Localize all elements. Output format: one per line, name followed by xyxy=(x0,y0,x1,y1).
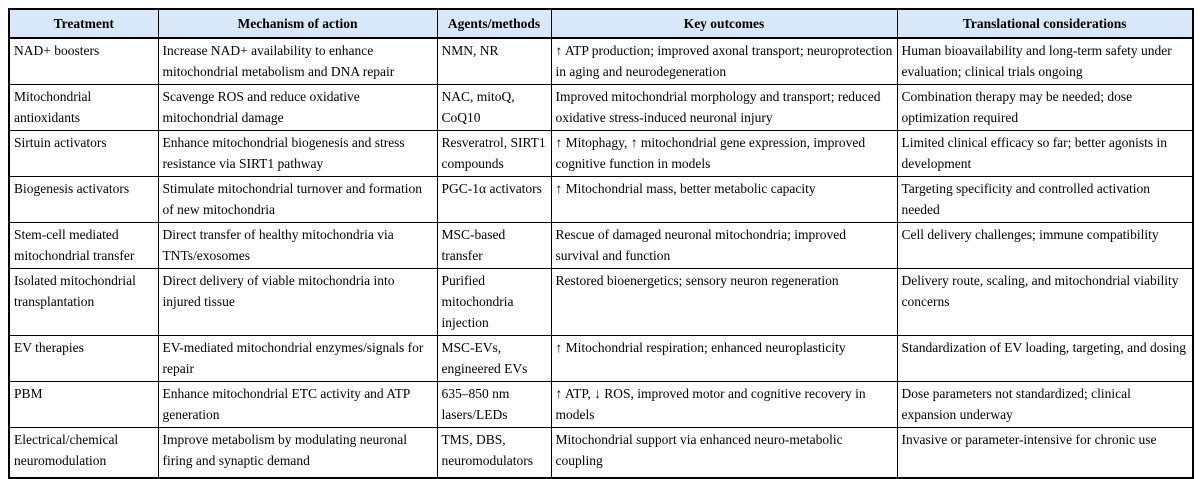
column-header-outcomes: Key outcomes xyxy=(550,8,898,39)
table-row: NAD+ boosters Increase NAD+ availability… xyxy=(8,37,1194,85)
cell-agents: MSC-EVs, engineered EVs xyxy=(436,335,552,382)
cell-mechanism: Scavenge ROS and reduce oxidative mitoch… xyxy=(157,84,438,131)
cell-mechanism: Enhance mitochondrial ETC activity and A… xyxy=(157,381,438,428)
cell-agents: Resveratrol, SIRT1 compounds xyxy=(436,130,552,177)
treatments-table: Treatment Mechanism of action Agents/met… xyxy=(8,8,1194,479)
cell-considerations: Targeting specificity and controlled act… xyxy=(896,176,1194,223)
cell-considerations: Dose parameters not standardized; clinic… xyxy=(896,381,1194,428)
cell-agents: NAC, mitoQ, CoQ10 xyxy=(436,84,552,131)
cell-considerations: Invasive or parameter-intensive for chro… xyxy=(896,427,1194,478)
column-header-mechanism: Mechanism of action xyxy=(157,8,438,39)
table-row: Isolated mitochondrial transplantation D… xyxy=(8,268,1194,336)
cell-outcomes: ↑ Mitophagy, ↑ mitochondrial gene expres… xyxy=(550,130,898,177)
cell-treatment: Biogenesis activators xyxy=(8,176,159,223)
cell-outcomes: ↑ Mitochondrial mass, better metabolic c… xyxy=(550,176,898,223)
cell-agents: MSC-based transfer xyxy=(436,222,552,269)
cell-agents: TMS, DBS, neuromodulators xyxy=(436,427,552,478)
cell-mechanism: Direct delivery of viable mitochondria i… xyxy=(157,268,438,336)
cell-treatment: Isolated mitochondrial transplantation xyxy=(8,268,159,336)
cell-treatment: EV therapies xyxy=(8,335,159,382)
table-row: Sirtuin activators Enhance mitochondrial… xyxy=(8,130,1194,177)
column-header-treatment: Treatment xyxy=(8,8,159,39)
cell-considerations: Combination therapy may be needed; dose … xyxy=(896,84,1194,131)
cell-treatment: Mitochondrial antioxidants xyxy=(8,84,159,131)
cell-outcomes: ↑ Mitochondrial respiration; enhanced ne… xyxy=(550,335,898,382)
cell-mechanism: EV-mediated mitochondrial enzymes/signal… xyxy=(157,335,438,382)
cell-considerations: Limited clinical efficacy so far; better… xyxy=(896,130,1194,177)
cell-treatment: Stem-cell mediated mitochondrial transfe… xyxy=(8,222,159,269)
table-row: Biogenesis activators Stimulate mitochon… xyxy=(8,176,1194,223)
cell-considerations: Human bioavailability and long-term safe… xyxy=(896,37,1194,85)
cell-treatment: NAD+ boosters xyxy=(8,37,159,85)
cell-considerations: Delivery route, scaling, and mitochondri… xyxy=(896,268,1194,336)
table-row: PBM Enhance mitochondrial ETC activity a… xyxy=(8,381,1194,428)
cell-outcomes: Restored bioenergetics; sensory neuron r… xyxy=(550,268,898,336)
table-row: Electrical/chemical neuromodulation Impr… xyxy=(8,427,1194,478)
cell-agents: 635–850 nm lasers/LEDs xyxy=(436,381,552,428)
table-row: Stem-cell mediated mitochondrial transfe… xyxy=(8,222,1194,269)
cell-treatment: Electrical/chemical neuromodulation xyxy=(8,427,159,478)
cell-outcomes: Mitochondrial support via enhanced neuro… xyxy=(550,427,898,478)
cell-mechanism: Increase NAD+ availability to enhance mi… xyxy=(157,37,438,85)
cell-mechanism: Enhance mitochondrial biogenesis and str… xyxy=(157,130,438,177)
cell-considerations: Cell delivery challenges; immune compati… xyxy=(896,222,1194,269)
cell-outcomes: ↑ ATP, ↓ ROS, improved motor and cogniti… xyxy=(550,381,898,428)
cell-mechanism: Stimulate mitochondrial turnover and for… xyxy=(157,176,438,223)
cell-outcomes: ↑ ATP production; improved axonal transp… xyxy=(550,37,898,85)
cell-mechanism: Improve metabolism by modulating neurona… xyxy=(157,427,438,478)
cell-considerations: Standardization of EV loading, targeting… xyxy=(896,335,1194,382)
cell-agents: Purified mitochondria injection xyxy=(436,268,552,336)
table-row: EV therapies EV-mediated mitochondrial e… xyxy=(8,335,1194,382)
cell-agents: NMN, NR xyxy=(436,37,552,85)
document-page: Treatment Mechanism of action Agents/met… xyxy=(8,8,1194,479)
cell-treatment: PBM xyxy=(8,381,159,428)
cell-outcomes: Rescue of damaged neuronal mitochondria;… xyxy=(550,222,898,269)
column-header-considerations: Translational considerations xyxy=(896,8,1194,39)
cell-treatment: Sirtuin activators xyxy=(8,130,159,177)
table-header-row: Treatment Mechanism of action Agents/met… xyxy=(8,8,1194,39)
cell-agents: PGC-1α activators xyxy=(436,176,552,223)
column-header-agents: Agents/methods xyxy=(436,8,552,39)
cell-outcomes: Improved mitochondrial morphology and tr… xyxy=(550,84,898,131)
table-row: Mitochondrial antioxidants Scavenge ROS … xyxy=(8,84,1194,131)
cell-mechanism: Direct transfer of healthy mitochondria … xyxy=(157,222,438,269)
